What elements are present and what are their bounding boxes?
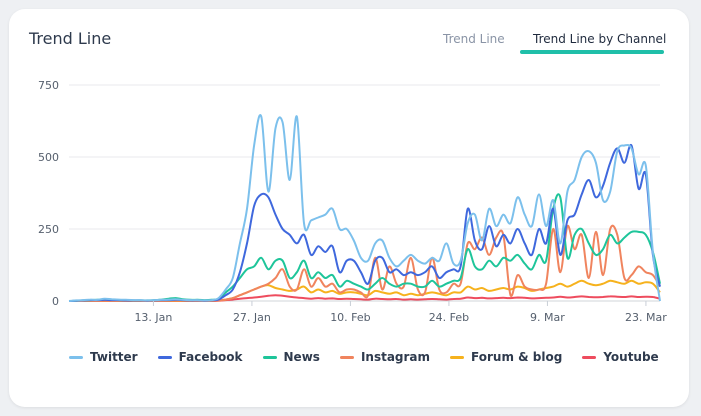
series-layer bbox=[68, 114, 661, 302]
x-tick-label: 27. Jan bbox=[233, 311, 271, 324]
y-tick-label: 0 bbox=[52, 295, 59, 308]
x-tick-label: 10. Feb bbox=[330, 311, 370, 324]
legend-item-twitter[interactable]: Twitter bbox=[69, 350, 138, 364]
legend-label: Forum & blog bbox=[471, 350, 563, 364]
legend-item-forum-blog[interactable]: Forum & blog bbox=[450, 350, 562, 364]
x-axis: 13. Jan 27. Jan 10. Feb 24. Feb 9. Mar 23. Ma… bbox=[134, 301, 667, 324]
series-line-twitter[interactable] bbox=[68, 114, 661, 302]
legend-label: Instagram bbox=[360, 350, 431, 364]
legend-label: Youtube bbox=[603, 350, 659, 364]
x-tick-label: 9. Mar bbox=[530, 311, 565, 324]
active-tab-indicator bbox=[520, 50, 664, 54]
y-tick-label: 500 bbox=[38, 151, 59, 164]
legend-label: Twitter bbox=[90, 350, 138, 364]
x-tick-label: 23. Mar bbox=[625, 311, 667, 324]
y-tick-label: 750 bbox=[38, 79, 59, 92]
x-tick-label: 24. Feb bbox=[429, 311, 469, 324]
legend-swatch bbox=[69, 355, 83, 359]
x-tick-label: 13. Jan bbox=[134, 311, 172, 324]
legend-item-news[interactable]: News bbox=[262, 350, 320, 364]
legend-label: Facebook bbox=[178, 350, 243, 364]
legend-item-instagram[interactable]: Instagram bbox=[339, 350, 431, 364]
chart-legend: Twitter Facebook News Instagram Forum & blog… bbox=[69, 347, 679, 367]
card-title: Trend Line bbox=[29, 29, 112, 48]
series-line-facebook[interactable] bbox=[68, 143, 661, 302]
legend-swatch bbox=[339, 355, 354, 359]
grid-layer bbox=[69, 84, 660, 302]
legend-swatch bbox=[450, 355, 465, 359]
y-axis: 0 250 500 750 bbox=[38, 79, 59, 308]
legend-swatch bbox=[262, 355, 277, 359]
legend-swatch bbox=[582, 355, 597, 359]
series-line-instagram[interactable] bbox=[69, 224, 661, 302]
y-tick-label: 250 bbox=[38, 223, 59, 236]
tab-trend-line-by-channel[interactable]: Trend Line by Channel bbox=[533, 32, 667, 46]
trend-line-card: Trend Line Trend Line Trend Line by Chan… bbox=[9, 9, 689, 407]
legend-item-facebook[interactable]: Facebook bbox=[157, 350, 243, 364]
legend-item-youtube[interactable]: Youtube bbox=[582, 350, 659, 364]
tab-trend-line[interactable]: Trend Line bbox=[443, 32, 505, 46]
legend-label: News bbox=[283, 350, 320, 364]
trend-line-chart: 0 250 500 750 13. Jan 27. Jan 10. Feb 24. Feb 9… bbox=[38, 79, 667, 324]
legend-swatch bbox=[157, 355, 172, 359]
